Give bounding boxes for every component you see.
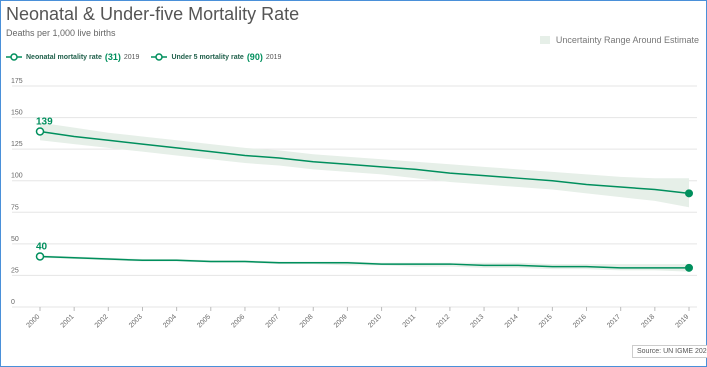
x-tick-label: 2015 (538, 313, 554, 329)
legend: Neonatal mortality rate (31) 2019 Under … (6, 50, 293, 64)
x-tick-label: 2004 (162, 313, 178, 329)
uncertainty-swatch (539, 36, 550, 44)
series-line (39, 130, 690, 195)
x-tick-label: 2014 (504, 313, 520, 329)
y-tick-label: 25 (11, 267, 19, 274)
x-tick-label: 2008 (299, 313, 315, 329)
y-tick-label: 50 (11, 236, 19, 243)
source-label: Source: UN IGME 2020 (632, 345, 707, 358)
x-tick-label: 2000 (25, 313, 41, 329)
series-line (39, 255, 689, 269)
x-tick-label: 2003 (128, 313, 144, 329)
start-point-marker (35, 252, 45, 261)
x-tick-label: 2009 (333, 313, 349, 329)
line-marker-icon (151, 53, 168, 61)
legend-series-year: 2019 (265, 53, 282, 61)
x-tick-label: 2010 (367, 313, 383, 329)
uncertainty-legend: Uncertainty Range Around Estimate (539, 35, 699, 45)
legend-series-year: 2019 (123, 53, 140, 61)
x-tick-label: 2013 (470, 313, 486, 329)
y-tick-label: 175 (11, 78, 23, 85)
x-tick-label: 2019 (674, 313, 690, 329)
legend-series-name: Neonatal mortality rate (26, 53, 102, 61)
start-value-label: 40 (36, 241, 48, 252)
uncertainty-legend-label: Uncertainty Range Around Estimate (555, 35, 699, 45)
chart-subtitle: Deaths per 1,000 live births (6, 28, 116, 38)
start-point-marker (35, 127, 45, 136)
legend-item-under5[interactable]: Under 5 mortality rate (90) 2019 (151, 52, 281, 62)
x-tick-label: 2001 (60, 313, 76, 329)
start-value-label: 139 (36, 116, 53, 127)
line-marker-icon (6, 53, 22, 61)
y-tick-label: 150 (11, 110, 23, 117)
x-tick-label: 2002 (94, 313, 110, 329)
x-tick-label: 2012 (435, 313, 451, 329)
x-tick-label: 2007 (265, 313, 281, 329)
legend-series-value: (31) (104, 52, 121, 62)
x-tick-label: 2005 (196, 313, 212, 329)
legend-series-name: Under 5 mortality rate (171, 53, 244, 61)
legend-series-value: (90) (246, 52, 263, 62)
chart-title: Neonatal & Under-five Mortality Rate (6, 4, 300, 24)
x-tick-label: 2006 (230, 313, 246, 329)
x-tick-label: 2017 (606, 313, 622, 329)
x-tick-label: 2016 (572, 313, 588, 329)
x-tick-label: 2011 (402, 313, 418, 329)
legend-item-neonatal[interactable]: Neonatal mortality rate (31) 2019 (6, 52, 139, 62)
y-tick-label: 0 (11, 299, 15, 306)
end-point-marker (685, 263, 693, 272)
end-point-marker (685, 189, 693, 198)
x-tick-label: 2018 (640, 313, 656, 329)
y-tick-label: 100 (11, 173, 23, 180)
y-tick-label: 75 (11, 204, 19, 211)
y-tick-label: 125 (11, 141, 23, 148)
